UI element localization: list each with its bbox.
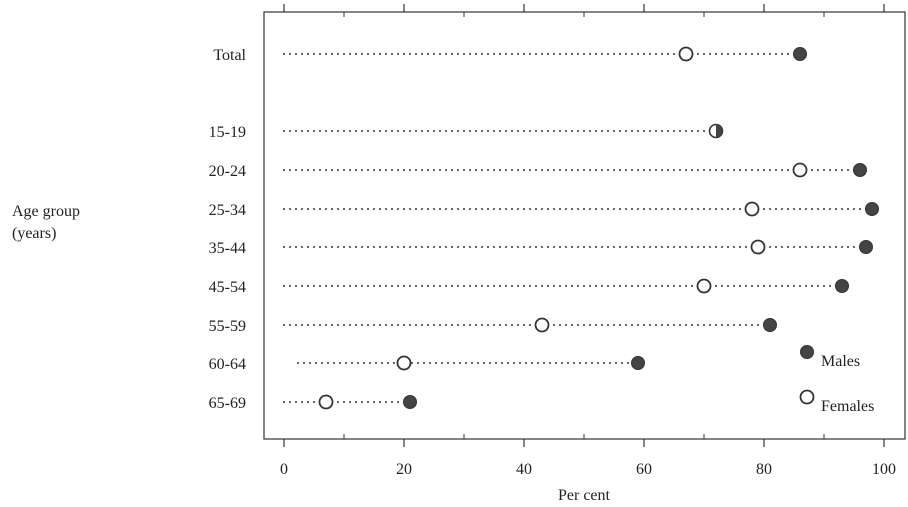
female-point xyxy=(318,394,334,410)
category-label: 55-59 xyxy=(209,318,246,335)
y-axis-title-line-2: (years) xyxy=(12,225,57,242)
category-label: 60-64 xyxy=(209,356,246,373)
female-point xyxy=(750,239,766,255)
male-point xyxy=(865,202,879,216)
female-point xyxy=(744,201,760,217)
legend-male-marker xyxy=(800,345,814,359)
legend-male-label: Males xyxy=(821,353,860,370)
x-tick-label: 0 xyxy=(280,461,288,478)
legend-female-marker xyxy=(799,389,815,405)
female-point xyxy=(534,317,550,333)
category-label: 35-44 xyxy=(209,240,246,257)
male-point xyxy=(763,318,777,332)
male-point xyxy=(631,356,645,370)
female-point xyxy=(792,162,808,178)
x-tick-label: 100 xyxy=(872,461,896,478)
male-point xyxy=(716,124,723,138)
legend-female-label: Females xyxy=(821,398,874,415)
male-point xyxy=(793,47,807,61)
male-point xyxy=(835,279,849,293)
category-label: 45-54 xyxy=(209,279,246,296)
x-tick-label: 20 xyxy=(396,461,412,478)
male-point xyxy=(403,395,417,409)
female-point xyxy=(678,46,694,62)
female-point xyxy=(696,278,712,294)
x-tick-label: 60 xyxy=(636,461,652,478)
plot-frame xyxy=(263,11,906,440)
y-axis-title: Age group (years) xyxy=(12,201,80,245)
category-label: 20-24 xyxy=(209,163,246,180)
category-label: 15-19 xyxy=(209,124,246,141)
x-axis-title: Per cent xyxy=(558,487,611,504)
category-label: Total xyxy=(213,47,246,64)
male-point xyxy=(853,163,867,177)
x-tick-label: 40 xyxy=(516,461,532,478)
male-point xyxy=(859,240,873,254)
category-label: 25-34 xyxy=(209,202,246,219)
female-point xyxy=(396,355,412,371)
y-axis-title-line-1: Age group xyxy=(12,203,80,220)
x-tick-label: 80 xyxy=(756,461,772,478)
category-label: 65-69 xyxy=(209,395,246,412)
